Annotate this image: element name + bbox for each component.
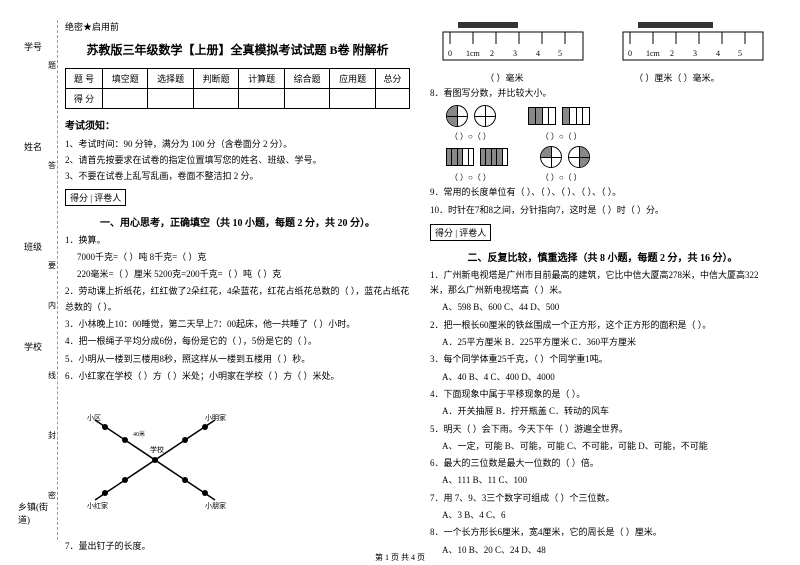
label-xuehao: 学号 xyxy=(24,40,42,53)
right-column: 0 1cm 2 3 4 5 0 1cm 2 3 4 5 （ ）毫米 （ ）厘米（ ）毫米。 8．看图… xyxy=(420,20,775,545)
c6-opts: A、111 B、11 C、100 xyxy=(442,473,775,488)
q1: 1．换算。 xyxy=(65,233,410,248)
section1-title: 一、用心思考，正确填空（共 10 小题，每题 2 分，共 20 分）。 xyxy=(65,214,410,229)
q1-line2: 220毫米=（ ）厘米 5200克=200千克=（ ）吨（ ）克 xyxy=(77,267,410,282)
c1-opts: A、598 B、600 C、44 D、500 xyxy=(442,300,775,315)
ruler-1: 0 1cm 2 3 4 5 xyxy=(438,20,588,65)
label-xuexiao: 学校 xyxy=(24,340,42,353)
q3: 3．小林晚上10：00睡觉，第二天早上7：00起床，他一共睡了（ ）小时。 xyxy=(65,317,410,332)
q10: 10．时针在7和8之间，分针指向7，这时是（ ）时（ ）分。 xyxy=(430,203,775,218)
svg-text:0: 0 xyxy=(448,49,452,58)
svg-text:3: 3 xyxy=(693,49,697,58)
c3-opts: A、40 B、4 C、400 D、4000 xyxy=(442,370,775,385)
svg-text:2: 2 xyxy=(670,49,674,58)
c8: 8．一个长方形长6厘米，宽4厘米，它的周长是（ ）厘米。 xyxy=(430,525,775,540)
notice-title: 考试须知： xyxy=(65,117,410,132)
compass-diagram: 学校 小红家 小朋家 小明家 小区 40米 xyxy=(65,390,245,530)
th-4: 计算题 xyxy=(239,69,284,89)
diagram-s: 小朋家 xyxy=(205,501,226,510)
diagram-center: 学校 xyxy=(150,445,164,454)
c2: 2．把一根长60厘米的铁丝围成一个正方形，这个正方形的面积是（ ）。 xyxy=(430,318,775,333)
c4: 4．下面现象中属于平移现象的是（ ）。 xyxy=(430,387,775,402)
section-bar-2: 得分 | 评卷人 xyxy=(430,224,491,241)
diagram-w: 小红家 xyxy=(87,501,108,510)
svg-text:1cm: 1cm xyxy=(646,49,661,58)
ruler-2: 0 1cm 2 3 4 5 xyxy=(618,20,768,65)
th-0: 题 号 xyxy=(66,69,103,89)
th-2: 选择题 xyxy=(148,69,193,89)
section2-title: 二、反复比较，慎重选择（共 8 小题，每题 2 分，共 16 分）。 xyxy=(430,249,775,264)
marker-xian: 线 xyxy=(48,370,56,381)
c7: 7．用 7、9、3三个数字可组成（ ）个三位数。 xyxy=(430,491,775,506)
left-column: 绝密★启用前 苏教版三年级数学【上册】全真模拟考试试题 B卷 附解析 题 号 填… xyxy=(65,20,420,545)
svg-text:1cm: 1cm xyxy=(466,49,481,58)
c1: 1．广州新电视塔是广州市目前最高的建筑，它比中信大厦高278米，中信大厦高322… xyxy=(430,268,775,299)
th-6: 应用题 xyxy=(330,69,375,89)
notice-list: 1、考试时间：90 分钟，满分为 100 分（含卷面分 2 分）。 2、请首先按… xyxy=(65,136,410,185)
q9: 9．常用的长度单位有（ ）、（ ）、（ ）、（ ）、（ ）。 xyxy=(430,185,775,200)
q8: 8．看图写分数，并比较大小。 xyxy=(430,86,775,101)
c5-opts: A、一定，可能 B、可能，可能 C、不可能，可能 D、可能，不可能 xyxy=(442,439,775,454)
marker-ti: 题 xyxy=(48,60,56,71)
q2: 2．劳动课上折纸花，红红做了2朵红花，4朵蓝花，红花占纸花总数的（ ），蓝花占纸… xyxy=(65,284,410,315)
label-banji: 班级 xyxy=(24,240,42,253)
r7b: （ ）厘米（ ）毫米。 xyxy=(634,71,720,84)
frac-blank-2: （ ）○（ ） xyxy=(541,131,582,142)
fraction-diagrams-2 xyxy=(446,146,775,168)
label-xingming: 姓名 xyxy=(24,140,42,153)
svg-text:0: 0 xyxy=(628,49,632,58)
marker-nei: 内 xyxy=(48,300,56,311)
c7-opts: A、3 B、4 C、6 xyxy=(442,508,775,523)
notice-2: 2、请首先按要求在试卷的指定位置填写您的姓名、班级、学号。 xyxy=(65,152,410,168)
frac-blank-4: （ ）○（ ） xyxy=(541,172,582,183)
th-5: 综合题 xyxy=(284,69,329,89)
marker-yao: 要 xyxy=(48,260,56,271)
diagram-n: 小区 xyxy=(87,413,101,422)
c5: 5．明天（ ）会下雨。今天下午（ ）游遍全世界。 xyxy=(430,422,775,437)
page-footer: 第 1 页 共 4 页 xyxy=(0,552,800,563)
svg-text:5: 5 xyxy=(558,49,562,58)
r7a: （ ）毫米 xyxy=(485,71,523,84)
c2-opts: A．25平方厘米 B．225平方厘米 C．360平方厘米 xyxy=(442,335,775,350)
q4: 4．把一根绳子平均分成6份，每份是它的（ ），5份是它的（ ）。 xyxy=(65,334,410,349)
c3: 3．每个同学体重25千克，（ ）个同学重1吨。 xyxy=(430,352,775,367)
score-row-label: 得 分 xyxy=(66,89,103,109)
svg-text:4: 4 xyxy=(536,49,540,58)
exam-title: 苏教版三年级数学【上册】全真模拟考试试题 B卷 附解析 xyxy=(65,41,410,58)
c6: 6．最大的三位数是最大一位数的（ ）倍。 xyxy=(430,456,775,471)
marker-da: 答 xyxy=(48,160,56,171)
svg-text:3: 3 xyxy=(513,49,517,58)
q6: 6．小红家在学校（ ）方（ ）米处；小明家在学校（ ）方（ ）米处。 xyxy=(65,369,410,384)
th-3: 判断题 xyxy=(193,69,238,89)
marker-feng: 封 xyxy=(48,430,56,441)
notice-1: 1、考试时间：90 分钟，满分为 100 分（含卷面分 2 分）。 xyxy=(65,136,410,152)
fraction-diagrams xyxy=(446,105,775,127)
notice-3: 3、不要在试卷上乱写乱画，卷面不整洁扣 2 分。 xyxy=(65,168,410,184)
svg-text:5: 5 xyxy=(738,49,742,58)
section-bar-1: 得分 | 评卷人 xyxy=(65,189,126,206)
score-table: 题 号 填空题 选择题 判断题 计算题 综合题 应用题 总分 得 分 xyxy=(65,68,410,109)
svg-text:4: 4 xyxy=(716,49,720,58)
q1-line1: 7000千克=（ ）吨 8千克=（ ）克 xyxy=(77,250,410,265)
frac-blank-3: （ ）○（ ） xyxy=(450,172,491,183)
marker-mi: 密 xyxy=(48,490,56,501)
frac-blank-1: （ ）○（ ） xyxy=(450,131,491,142)
q5: 5．小明从一楼到三楼用8秒，照这样从一楼到五楼用（ ）秒。 xyxy=(65,352,410,367)
label-xiangzhen: 乡镇(街道) xyxy=(18,500,57,526)
th-1: 填空题 xyxy=(102,69,147,89)
score-cell[interactable] xyxy=(102,89,147,109)
c4-opts: A．开关抽屉 B．拧开瓶盖 C．转动的风车 xyxy=(442,404,775,419)
diagram-e: 小明家 xyxy=(205,413,226,422)
secret-label: 绝密★启用前 xyxy=(65,20,410,33)
diagram-dist: 40米 xyxy=(133,430,145,438)
svg-text:2: 2 xyxy=(490,49,494,58)
th-7: 总分 xyxy=(375,69,409,89)
